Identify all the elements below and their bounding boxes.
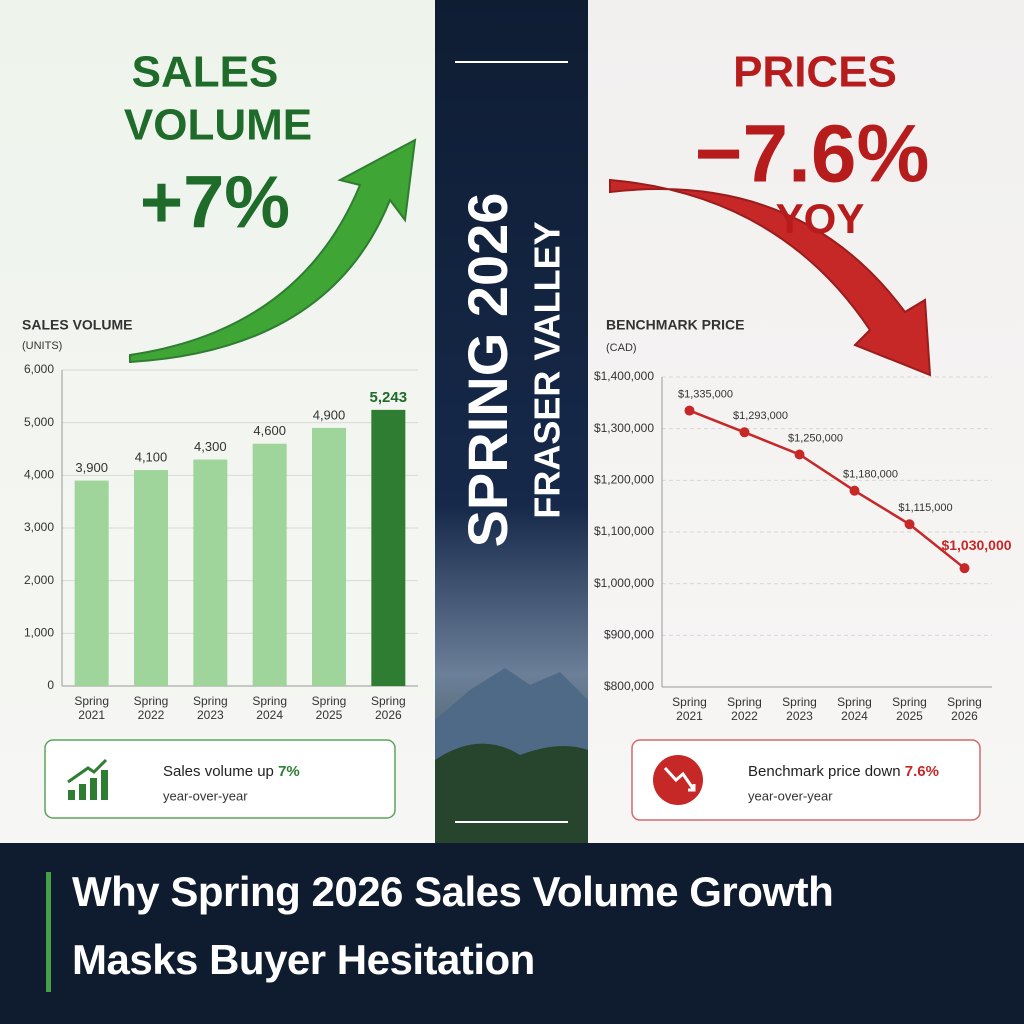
y-tick-label: $1,200,000 <box>594 473 654 487</box>
value-label: 5,243 <box>370 389 408 406</box>
value-label: $1,115,000 <box>898 502 952 514</box>
right-panel <box>588 0 1024 843</box>
banner-text: SALES <box>132 48 279 97</box>
point <box>904 519 915 530</box>
value-label: $1,180,000 <box>843 469 898 481</box>
y-tick-label: $800,000 <box>604 679 654 693</box>
price-line <box>689 409 966 570</box>
callout-sub: year-over-year <box>163 788 248 803</box>
x-tick-label: Spring 2022 <box>133 694 169 722</box>
value-label: $1,293,000 <box>733 410 788 422</box>
bar <box>193 459 228 686</box>
chart-subtitle: (UNITS) <box>22 340 62 352</box>
up-arrow <box>129 138 417 364</box>
y-tick-label: 1,000 <box>24 626 54 640</box>
headline: Why Spring 2026 Sales Volume Growth <box>72 868 834 915</box>
x-tick-label: Spring 2021 <box>74 694 109 722</box>
point <box>739 427 750 438</box>
accent-bar <box>46 872 51 992</box>
callout-main: Sales volume up <box>163 763 278 780</box>
x-tick-label: Spring 2025 <box>311 694 347 722</box>
value-label: $1,030,000 <box>941 537 1011 553</box>
banner-text: YOY <box>776 195 865 242</box>
banner-text: PRICES <box>733 48 897 97</box>
chart-subtitle: (CAD) <box>606 342 637 354</box>
x-tick-label: Spring 2024 <box>837 695 872 723</box>
growth-icon <box>67 758 108 800</box>
x-tick-label: Spring 2023 <box>192 694 228 722</box>
value-label: $1,335,000 <box>678 388 733 400</box>
decline-icon <box>663 766 696 792</box>
bar <box>74 480 109 686</box>
point <box>684 405 695 416</box>
bar <box>134 470 168 686</box>
x-tick-label: Spring 2024 <box>252 694 287 722</box>
center-title: SPRING 2026 <box>456 193 519 548</box>
value-label: 3,900 <box>75 460 108 475</box>
callout-box <box>631 739 981 821</box>
footer-band <box>0 843 1024 1024</box>
x-tick-label: Spring 2022 <box>727 695 762 723</box>
chart-title: BENCHMARK PRICE <box>606 317 744 333</box>
y-tick-label: 6,000 <box>24 362 54 376</box>
y-tick-label: 0 <box>47 678 54 692</box>
value-label: 4,300 <box>194 439 227 454</box>
value-label: 4,900 <box>313 407 346 422</box>
down-arrow <box>609 178 932 377</box>
y-tick-label: 2,000 <box>24 573 54 587</box>
y-tick-label: $1,100,000 <box>594 524 654 538</box>
banner-figure: −7.6% <box>695 109 930 200</box>
bar <box>371 409 406 686</box>
banner-text: VOLUME <box>124 101 312 150</box>
x-tick-label: Spring 2026 <box>370 694 406 722</box>
left-panel <box>0 0 435 843</box>
callout-highlight: 7% <box>278 763 300 780</box>
bar <box>312 427 346 686</box>
callout-text: Sales volume up 7% <box>163 763 300 780</box>
value-label: 4,600 <box>253 423 286 438</box>
x-tick-label: Spring 2023 <box>782 695 817 723</box>
point <box>794 449 805 460</box>
value-label: 4,100 <box>135 450 168 465</box>
callout-sub: year-over-year <box>748 788 833 803</box>
y-tick-label: $1,300,000 <box>594 421 654 435</box>
value-label: $1,250,000 <box>788 432 843 444</box>
headline: Masks Buyer Hesitation <box>72 936 535 983</box>
y-tick-label: 4,000 <box>24 468 54 482</box>
point <box>959 563 970 574</box>
hills <box>435 743 588 843</box>
center-subtitle: FRASER VALLEY <box>527 221 568 518</box>
bar <box>252 443 287 686</box>
banner-figure: +7% <box>140 161 290 244</box>
y-tick-label: $1,000,000 <box>594 576 654 590</box>
y-tick-label: 5,000 <box>24 415 54 429</box>
x-tick-label: Spring 2021 <box>672 695 707 723</box>
callout-box <box>44 739 396 819</box>
callout-main: Benchmark price down <box>748 763 905 780</box>
x-tick-label: Spring 2026 <box>947 695 982 723</box>
point <box>849 485 860 496</box>
y-tick-label: 3,000 <box>24 520 54 534</box>
x-tick-label: Spring 2025 <box>892 695 927 723</box>
chart-title: SALES VOLUME <box>22 317 132 333</box>
y-tick-label: $900,000 <box>604 628 654 642</box>
y-tick-label: $1,400,000 <box>594 369 654 383</box>
callout-text: Benchmark price down 7.6% <box>748 763 939 780</box>
callout-highlight: 7.6% <box>905 763 939 780</box>
